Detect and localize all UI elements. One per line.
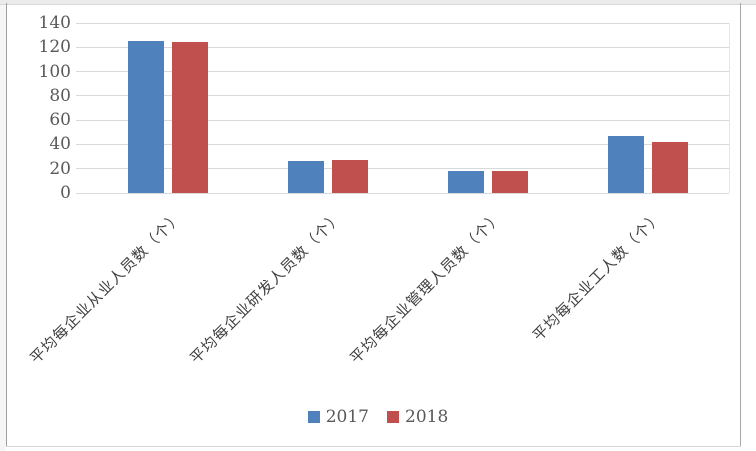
- bar-2018-category-4: [652, 142, 688, 193]
- legend: 2017 2018: [0, 407, 756, 427]
- bar-2017-category-2: [288, 161, 324, 193]
- bar-2017-category-1: [128, 41, 164, 193]
- legend-item-2017: 2017: [307, 407, 369, 427]
- bar-2017-category-4: [608, 135, 644, 193]
- frame-top-border: [0, 0, 756, 5]
- frame-left-strip: [0, 0, 6, 451]
- gridline-120: [76, 46, 729, 48]
- y-tick-label-0: 0: [60, 183, 71, 203]
- legend-marker-2017: [307, 411, 320, 423]
- bar-2017-category-3: [448, 171, 484, 193]
- plot-area-right-edge: [729, 23, 730, 193]
- y-tick-label-100: 100: [38, 61, 71, 82]
- x-category-label-3: 平均每企业管理人员数（个）: [346, 207, 507, 368]
- gridline-100: [76, 71, 729, 73]
- bar-2018-category-3: [492, 171, 528, 193]
- legend-marker-2018: [387, 411, 399, 423]
- gridline-40: [76, 143, 729, 145]
- gridline-0: [76, 192, 729, 194]
- gridline-140: [76, 22, 729, 24]
- legend-label-2017: 2017: [325, 407, 369, 427]
- x-category-label-2: 平均每企业研发人员数（个）: [186, 207, 347, 368]
- legend-label-2018: 2018: [405, 407, 449, 427]
- x-category-label-4: 平均每企业工人数（个）: [528, 207, 667, 345]
- frame-bottom-border: [6, 446, 741, 447]
- y-tick-label-40: 40: [49, 134, 71, 155]
- bar-2018-category-1: [172, 42, 208, 193]
- frame-left-border: [6, 3, 7, 447]
- frame-right-border: [740, 3, 741, 447]
- gridline-20: [76, 168, 729, 170]
- y-tick-label-20: 20: [49, 158, 71, 179]
- gridline-80: [76, 95, 729, 97]
- y-tick-label-60: 60: [49, 110, 71, 131]
- y-tick-label-140: 140: [38, 13, 71, 33]
- x-category-label-1: 平均每企业从业人员数（个）: [26, 207, 187, 368]
- y-tick-label-120: 120: [38, 37, 71, 58]
- y-tick-label-80: 80: [49, 85, 71, 106]
- gridline-60: [76, 119, 729, 121]
- legend-item-2018: 2018: [387, 407, 448, 427]
- bar-2018-category-2: [332, 160, 368, 193]
